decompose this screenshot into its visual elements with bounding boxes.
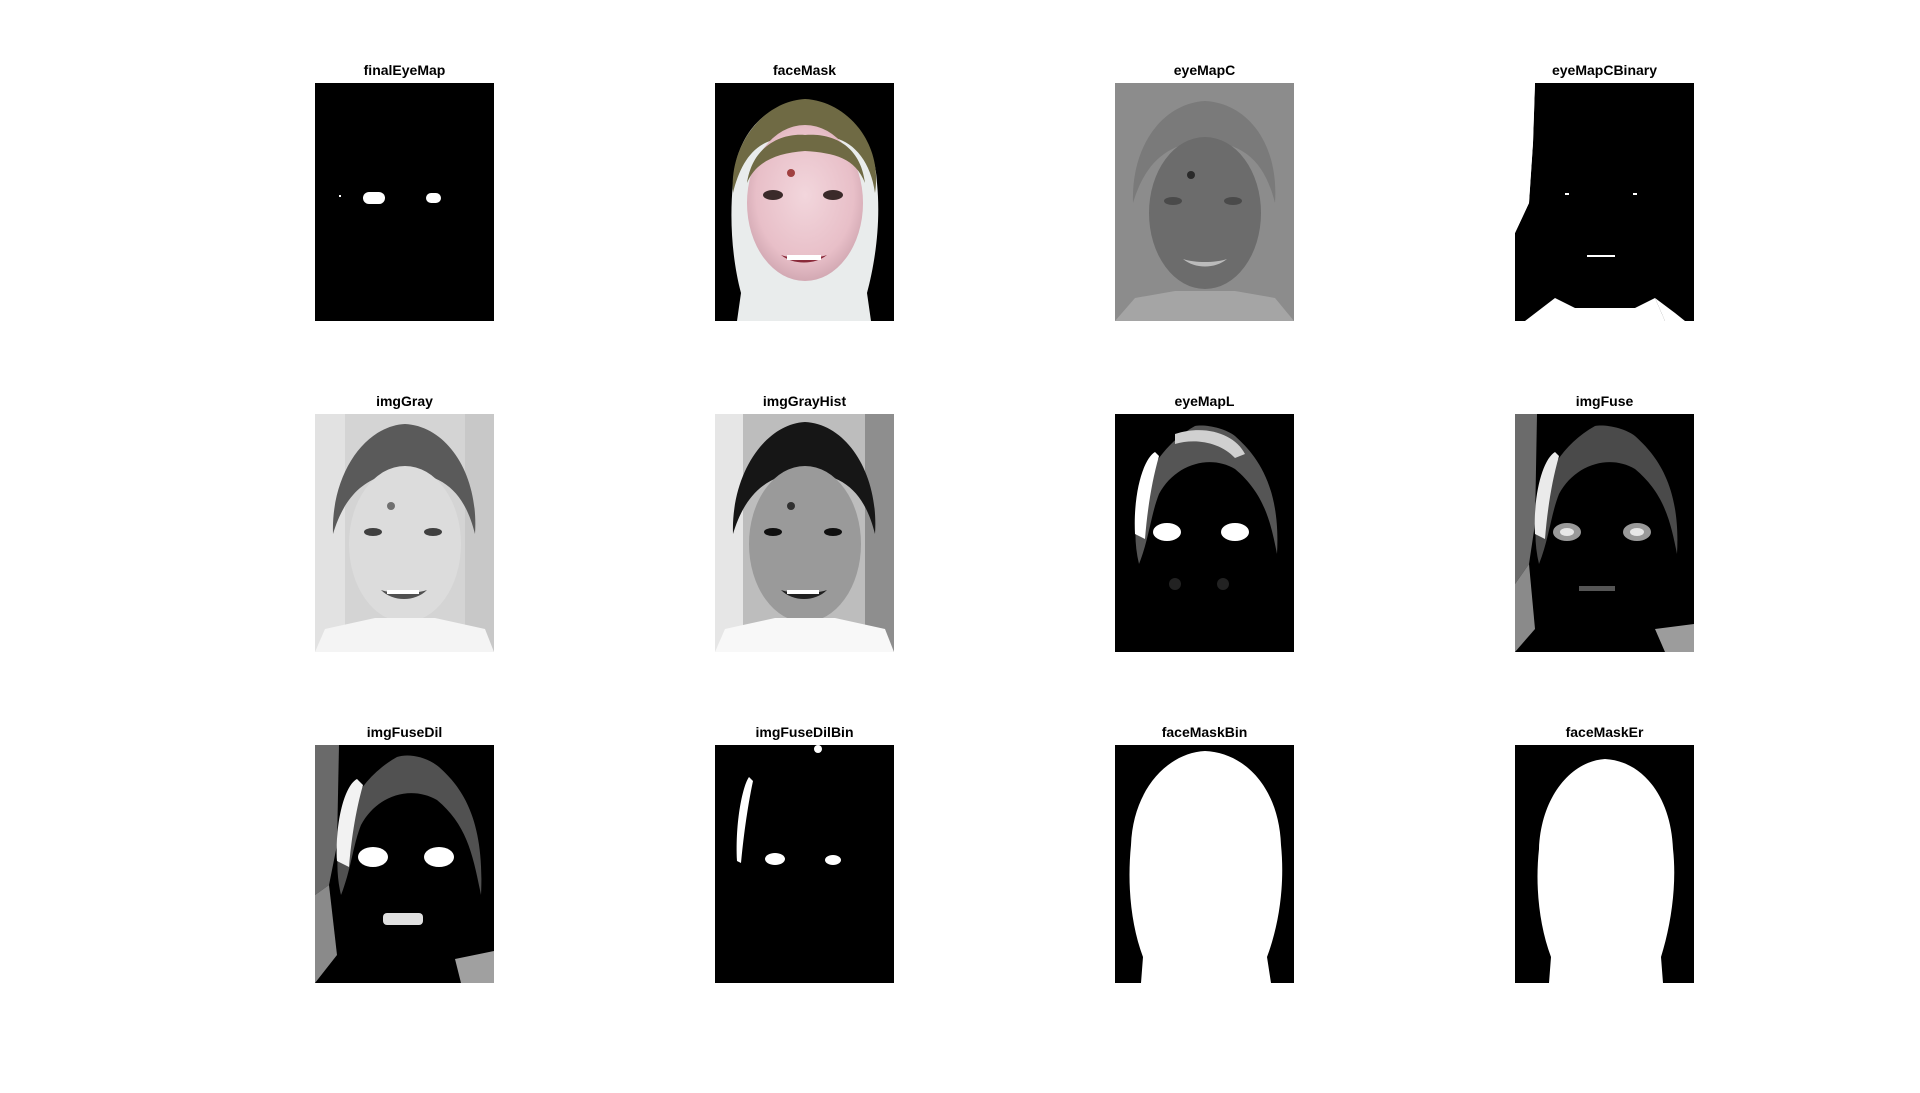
- panel-title: imgGray: [255, 393, 554, 409]
- panel-title: imgGrayHist: [655, 393, 954, 409]
- panel-title: faceMaskEr: [1455, 724, 1754, 740]
- final-eye-map-image: [315, 83, 494, 321]
- panel-title: imgFuseDil: [255, 724, 554, 740]
- eye-map-l-image: [1115, 414, 1294, 652]
- panel-title: eyeMapL: [1055, 393, 1354, 409]
- panel-title: imgFuseDilBin: [655, 724, 954, 740]
- panel-title: faceMask: [655, 62, 954, 78]
- panel-title: faceMaskBin: [1055, 724, 1354, 740]
- panel-title: imgFuse: [1455, 393, 1754, 409]
- face-mask-image: [715, 83, 894, 321]
- eye-map-c-image: [1115, 83, 1294, 321]
- img-fuse-dil-image: [315, 745, 494, 983]
- img-gray-hist-image: [715, 414, 894, 652]
- panel-title: eyeMapC: [1055, 62, 1354, 78]
- eye-map-c-binary-image: [1515, 83, 1694, 321]
- face-mask-er-image: [1515, 745, 1694, 983]
- panel-title: eyeMapCBinary: [1455, 62, 1754, 78]
- face-mask-bin-image: [1115, 745, 1294, 983]
- panel-title: finalEyeMap: [255, 62, 554, 78]
- img-gray-image: [315, 414, 494, 652]
- img-fuse-image: [1515, 414, 1694, 652]
- img-fuse-dil-bin-image: [715, 745, 894, 983]
